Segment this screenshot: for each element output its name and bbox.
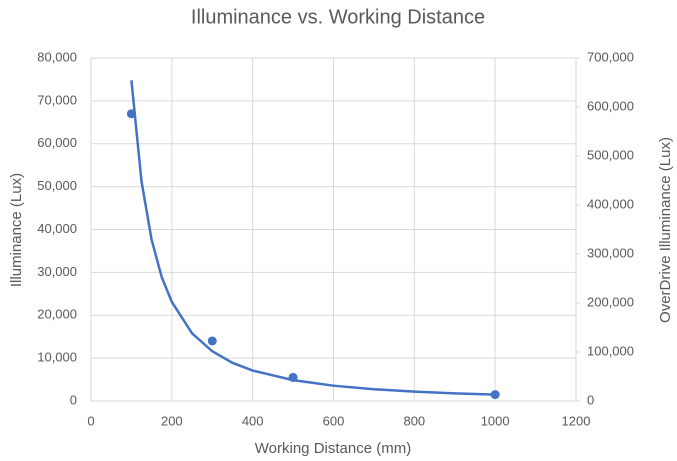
x-tick-label: 1200 <box>562 413 591 428</box>
y2-tick-label: 600,000 <box>587 98 634 113</box>
y-tick-label: 20,000 <box>37 307 77 322</box>
x-tick-label: 200 <box>161 413 183 428</box>
y-tick-label: 50,000 <box>37 178 77 193</box>
data-point <box>490 390 500 400</box>
y-tick-label: 0 <box>70 392 77 407</box>
y2-tick-label: 200,000 <box>587 294 634 309</box>
data-point <box>126 109 136 119</box>
y2-axis-label: OverDrive Illuminance (Lux) <box>657 137 674 323</box>
y2-tick-label: 400,000 <box>587 196 634 211</box>
x-tick-label: 1000 <box>481 413 510 428</box>
data-point <box>207 336 217 346</box>
y2-tick-label: 100,000 <box>587 343 634 358</box>
y-tick-label: 80,000 <box>37 49 77 64</box>
data-point <box>288 372 298 382</box>
y-tick-label: 40,000 <box>37 221 77 236</box>
trendline <box>130 80 496 396</box>
y-axis-label: Illuminance (Lux) <box>8 173 25 287</box>
y-tick-label: 60,000 <box>37 135 77 150</box>
x-axis-label: Working Distance (mm) <box>255 440 411 457</box>
y2-tick-label: 300,000 <box>587 245 634 260</box>
y2-tick-label: 700,000 <box>587 49 634 64</box>
y2-tick-label: 0 <box>587 392 594 407</box>
y-tick-label: 10,000 <box>37 350 77 365</box>
y2-tick-label: 500,000 <box>587 147 634 162</box>
y-tick-label: 70,000 <box>37 92 77 107</box>
chart-title: Illuminance vs. Working Distance <box>191 6 485 28</box>
y-tick-label: 30,000 <box>37 264 77 279</box>
x-tick-label: 600 <box>323 413 345 428</box>
x-tick-label: 400 <box>242 413 264 428</box>
x-tick-label: 0 <box>87 413 94 428</box>
x-tick-label: 800 <box>403 413 425 428</box>
